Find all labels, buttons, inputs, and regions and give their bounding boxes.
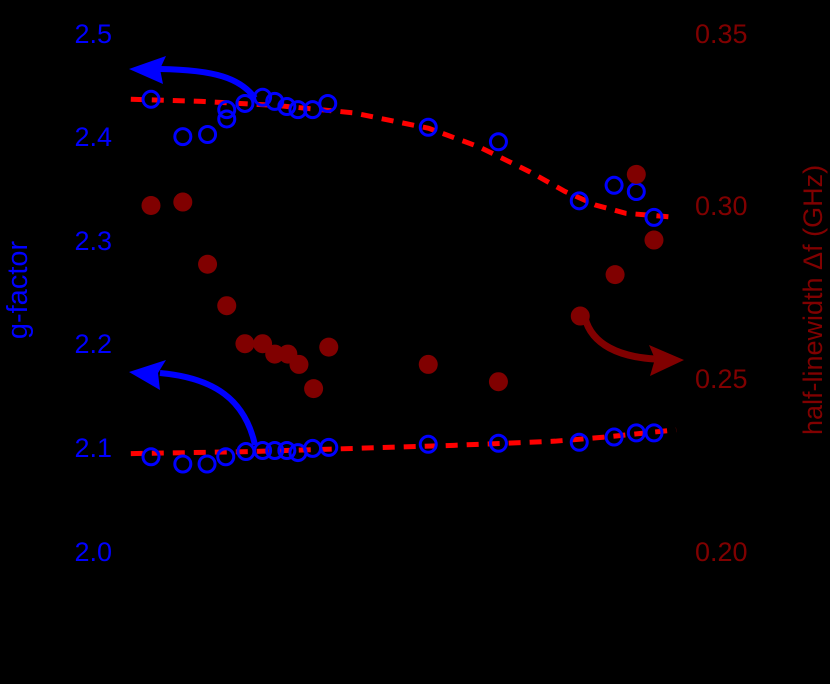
left-tick: 2.0 (74, 537, 112, 567)
fit-lines (130, 96, 677, 457)
fit-line (130, 427, 677, 457)
g-factor-point (253, 441, 273, 461)
g-factor-point (173, 454, 193, 474)
g-factor-point (277, 441, 297, 461)
g-factor-point (277, 97, 297, 117)
g-factor-point (644, 207, 664, 227)
g-factor-point (488, 433, 508, 453)
upper-blue-arrow-icon (129, 56, 258, 100)
g-factor-point (569, 432, 589, 452)
linewidth-point (198, 254, 218, 274)
g-factor-point (217, 100, 237, 120)
g-factor-point (644, 423, 664, 443)
annotation-arrows (129, 56, 684, 446)
g-factor-point (141, 447, 161, 467)
g-factor-point (173, 127, 193, 147)
g-factor-point (604, 427, 624, 447)
g-factor-point (235, 93, 255, 113)
g-factor-point (418, 434, 438, 454)
linewidth-point (605, 265, 625, 285)
linewidth-point (304, 379, 324, 399)
linewidth-point (217, 296, 237, 316)
linewidth-point (289, 354, 309, 374)
g-factor-point (318, 93, 338, 113)
linewidth-point (488, 372, 508, 392)
linewidth-point (141, 196, 161, 215)
left-tick: 2.2 (74, 329, 112, 359)
right-tick: 0.35 (695, 19, 748, 49)
lower-blue-arrow-icon (129, 360, 258, 446)
left-axis-title: g-factor (2, 241, 34, 340)
g-factor-point (141, 89, 161, 109)
right-tick: 0.30 (695, 191, 748, 221)
g-factor-point (216, 447, 236, 467)
linewidth-point (265, 344, 285, 364)
g-factor-point (488, 132, 508, 152)
g-factor-point (626, 423, 646, 443)
linewidth-point (319, 337, 339, 357)
g-factor-point (197, 454, 217, 474)
linewidth-point (418, 354, 438, 374)
g-factor-point (604, 175, 624, 195)
g-factor-point (217, 109, 237, 129)
right-axis-ticks: 0.20 0.25 0.30 0.35 (695, 19, 748, 567)
g-factor-point (319, 437, 339, 457)
left-tick: 2.3 (74, 226, 112, 256)
left-tick: 2.1 (74, 433, 112, 463)
g-factor-point (265, 441, 285, 461)
linewidth-point (235, 334, 255, 354)
g-factor-point (569, 191, 589, 211)
left-axis-ticks: 2.0 2.1 2.2 2.3 2.4 2.5 (74, 19, 112, 567)
right-tick: 0.20 (695, 537, 748, 567)
linewidth-point (173, 192, 193, 212)
right-axis-title: half-linewidth Δf (GHz) (798, 165, 828, 435)
left-tick: 2.4 (74, 122, 112, 152)
linewidth-point (644, 230, 664, 250)
fit-line (130, 96, 677, 220)
right-tick: 0.25 (695, 364, 748, 394)
red-arrow-icon (581, 316, 684, 376)
g-factor-point (418, 117, 438, 137)
g-factor-point (198, 125, 218, 145)
left-tick: 2.5 (74, 19, 112, 49)
linewidth-point (626, 164, 646, 184)
